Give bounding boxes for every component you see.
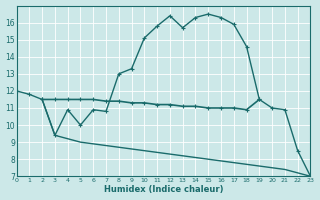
X-axis label: Humidex (Indice chaleur): Humidex (Indice chaleur): [104, 185, 223, 194]
